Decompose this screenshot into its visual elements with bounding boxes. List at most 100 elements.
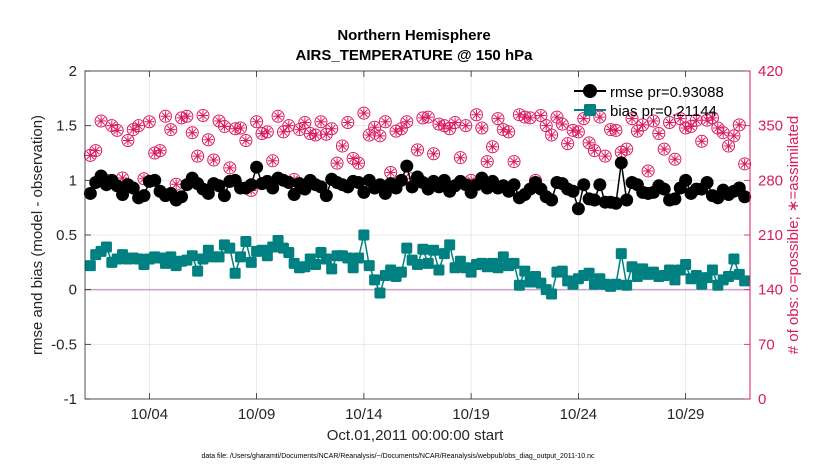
x-tick-label: 10/09 <box>238 406 276 423</box>
obs-assimilated-point <box>627 113 638 124</box>
obs-assimilated-point <box>396 123 407 134</box>
obs-assimilated-point <box>439 120 450 131</box>
obs-possible-point <box>738 157 752 171</box>
x-tick-label: 10/04 <box>131 406 169 423</box>
obs-assimilated-point <box>310 130 321 141</box>
y-tick-label: -1 <box>64 391 77 408</box>
obs-possible-point <box>255 126 269 140</box>
obs-assimilated-point <box>165 124 176 135</box>
bias-point <box>723 271 735 283</box>
bias-point <box>197 253 209 265</box>
obs-possible-point <box>620 142 634 156</box>
bias-point <box>546 288 558 300</box>
obs-assimilated-point <box>433 119 444 130</box>
obs-assimilated-point <box>192 151 203 162</box>
obs-assimilated-point <box>557 119 568 130</box>
x-tick-label: 10/14 <box>345 406 383 423</box>
bias-point <box>556 265 568 277</box>
bias-point <box>497 251 509 263</box>
legend-bias-marker <box>584 104 596 116</box>
obs-assimilated-point <box>208 155 219 166</box>
obs-assimilated-point <box>503 126 514 137</box>
obs-assimilated-point <box>691 115 702 126</box>
obs-assimilated-point <box>358 108 369 119</box>
obs-possible-point <box>266 154 280 168</box>
bias-point <box>444 239 456 251</box>
obs-possible-point <box>491 112 505 126</box>
obs-possible-point <box>550 110 564 124</box>
obs-possible-point <box>191 149 205 163</box>
obs-assimilated-point <box>90 145 101 156</box>
obs-assimilated-point <box>589 145 600 156</box>
obs-assimilated-point <box>541 120 552 131</box>
rmse-point <box>668 192 682 206</box>
obs-possible-point <box>319 127 333 141</box>
obs-assimilated-point <box>267 155 278 166</box>
y-axis-label: rmse and bias (model - observation) <box>29 115 46 355</box>
obs-assimilated-point <box>621 144 632 155</box>
obs-assimilated-point <box>734 119 745 130</box>
rmse-series <box>83 156 752 216</box>
obs-possible-point <box>507 155 521 169</box>
obs-possible-point <box>722 139 736 153</box>
obs-assimilated-point <box>482 156 493 167</box>
obs-possible-point <box>459 119 473 133</box>
bias-series <box>84 229 751 300</box>
bias-point <box>320 253 332 265</box>
obs-possible-point <box>453 151 467 165</box>
y-tick-label: 0.5 <box>56 227 77 244</box>
obs-assimilated-point <box>460 120 471 131</box>
legend-bias-label: bias pr=0.21144 <box>610 103 717 120</box>
rmse-point <box>405 180 419 194</box>
obs-possible-point <box>330 156 344 170</box>
obs-assimilated-point <box>160 111 171 122</box>
obs-possible-point <box>679 121 693 135</box>
bias-point <box>342 252 354 264</box>
rmse-point <box>614 156 628 170</box>
obs-possible-point <box>217 119 231 133</box>
bias-point <box>283 246 295 258</box>
obs-possible-point <box>545 128 559 142</box>
obs-assimilated-point <box>675 113 686 124</box>
obs-assimilated-point <box>707 112 718 123</box>
x-axis-ticks: 10/04 10/09 10/14 10/19 10/24 10/29 <box>131 71 704 423</box>
rmse-point <box>609 196 623 210</box>
y2-tick-label: 0 <box>758 391 766 408</box>
obs-assimilated-point <box>728 130 739 141</box>
obs-assimilated-point <box>584 137 595 148</box>
obs-possible-point <box>207 153 221 167</box>
rmse-point <box>738 190 752 204</box>
obs-assimilated-point <box>412 144 423 155</box>
obs-assimilated-point <box>471 109 482 120</box>
obs-assimilated-point <box>669 154 680 165</box>
obs-possible-point <box>212 114 226 128</box>
obs-assimilated-point <box>401 116 412 127</box>
obs-assimilated-point <box>214 115 225 126</box>
rmse-point <box>148 173 162 187</box>
obs-possible-point <box>89 144 103 158</box>
bias-point <box>610 278 622 290</box>
rmse-point <box>250 160 264 174</box>
obs-assimilated-point <box>594 112 605 123</box>
obs-possible-point <box>260 125 274 139</box>
bias-point <box>84 260 96 272</box>
obs-possible-point <box>378 115 392 129</box>
obs-possible-point <box>164 123 178 137</box>
obs-possible-point <box>502 125 516 139</box>
obs-possible-point <box>555 117 569 131</box>
obs-assimilated-point <box>262 126 273 137</box>
bias-point <box>728 253 740 265</box>
obs-possible-point <box>598 149 612 163</box>
bias-point <box>739 275 751 287</box>
obs-assimilated-point <box>326 123 337 134</box>
bias-point <box>438 248 450 260</box>
rmse-point <box>587 193 601 207</box>
y-tick-label: -0.5 <box>51 336 77 353</box>
obs-possible-point <box>250 115 264 129</box>
bias-point <box>358 229 370 241</box>
rmse-point <box>83 186 97 200</box>
rmse-point <box>545 193 559 207</box>
obs-assimilated-point <box>450 117 461 128</box>
rmse-point <box>620 193 634 207</box>
rmse-point <box>244 178 258 192</box>
